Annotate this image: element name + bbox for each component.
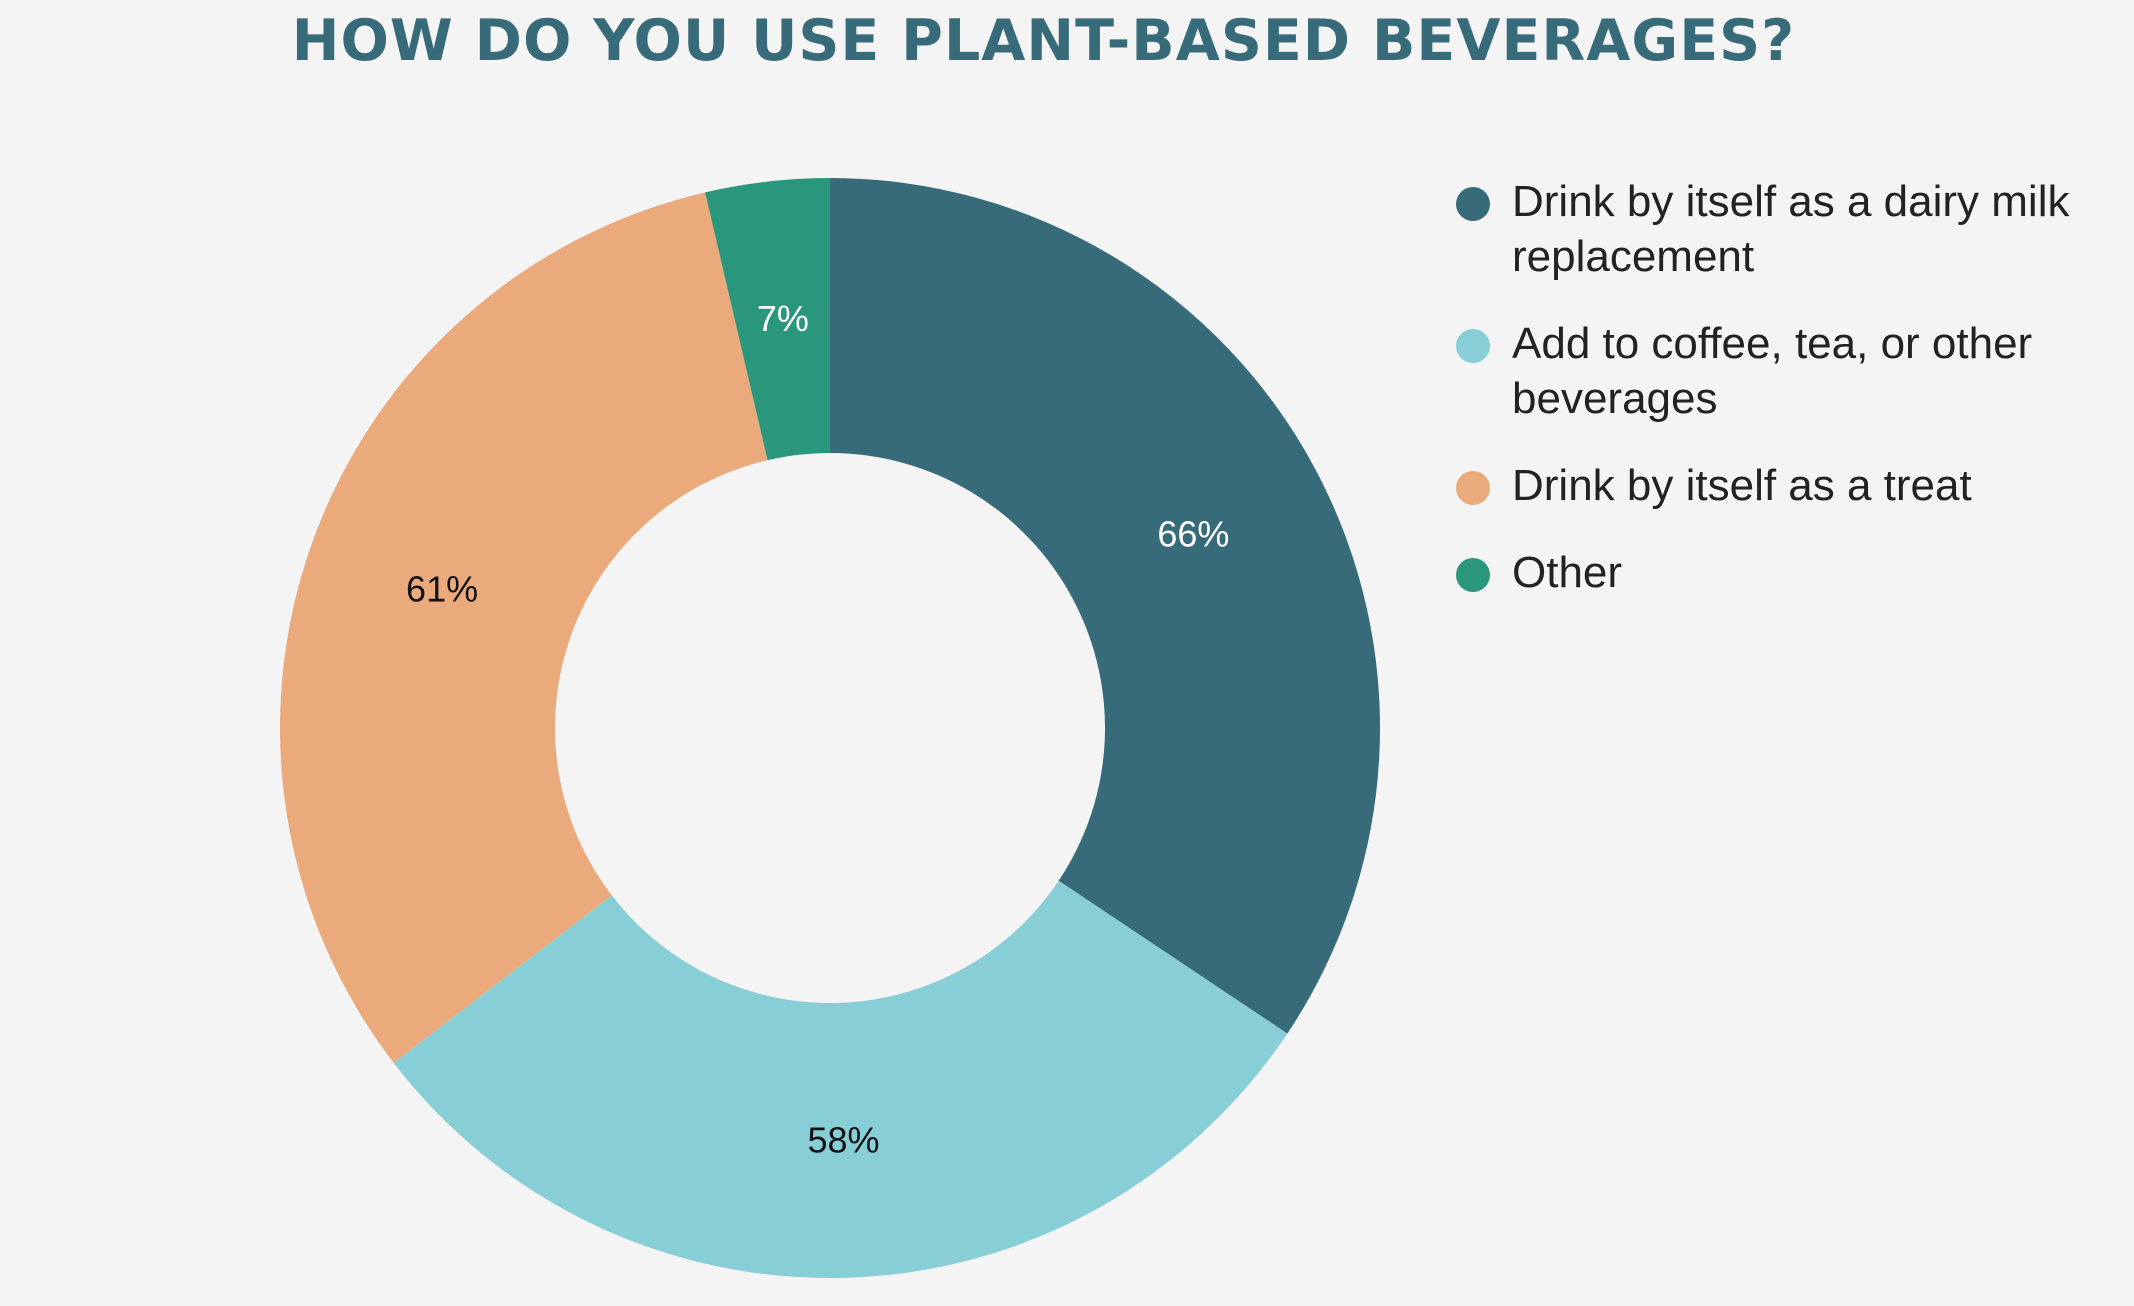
legend-label: Drink by itself as a dairy milk replacem… <box>1512 177 2070 281</box>
legend: Drink by itself as a dairy milk replacem… <box>1450 174 2090 632</box>
legend-swatch <box>1456 471 1490 505</box>
legend-label: Drink by itself as a treat <box>1512 461 1972 510</box>
legend-item: Other <box>1450 545 2090 600</box>
legend-swatch <box>1456 187 1490 221</box>
legend-swatch <box>1456 558 1490 592</box>
legend-swatch <box>1456 329 1490 363</box>
donut-slice <box>830 178 1380 1034</box>
slice-value-label: 66% <box>1157 513 1229 554</box>
slice-value-label: 61% <box>406 569 478 610</box>
donut-slice <box>280 192 768 1063</box>
donut-slice <box>705 178 830 461</box>
legend-label: Other <box>1512 548 1623 597</box>
slice-value-label: 58% <box>807 1119 879 1160</box>
legend-item: Drink by itself as a dairy milk replacem… <box>1450 174 2090 284</box>
legend-label: Add to coffee, tea, or other beverages <box>1512 319 2033 423</box>
legend-item: Drink by itself as a treat <box>1450 458 2090 513</box>
slice-value-label: 7% <box>757 298 809 339</box>
donut-slice <box>393 880 1288 1278</box>
chart-title: HOW DO YOU USE PLANT-BASED BEVERAGES? <box>291 8 1796 74</box>
legend-item: Add to coffee, tea, or other beverages <box>1450 316 2090 426</box>
